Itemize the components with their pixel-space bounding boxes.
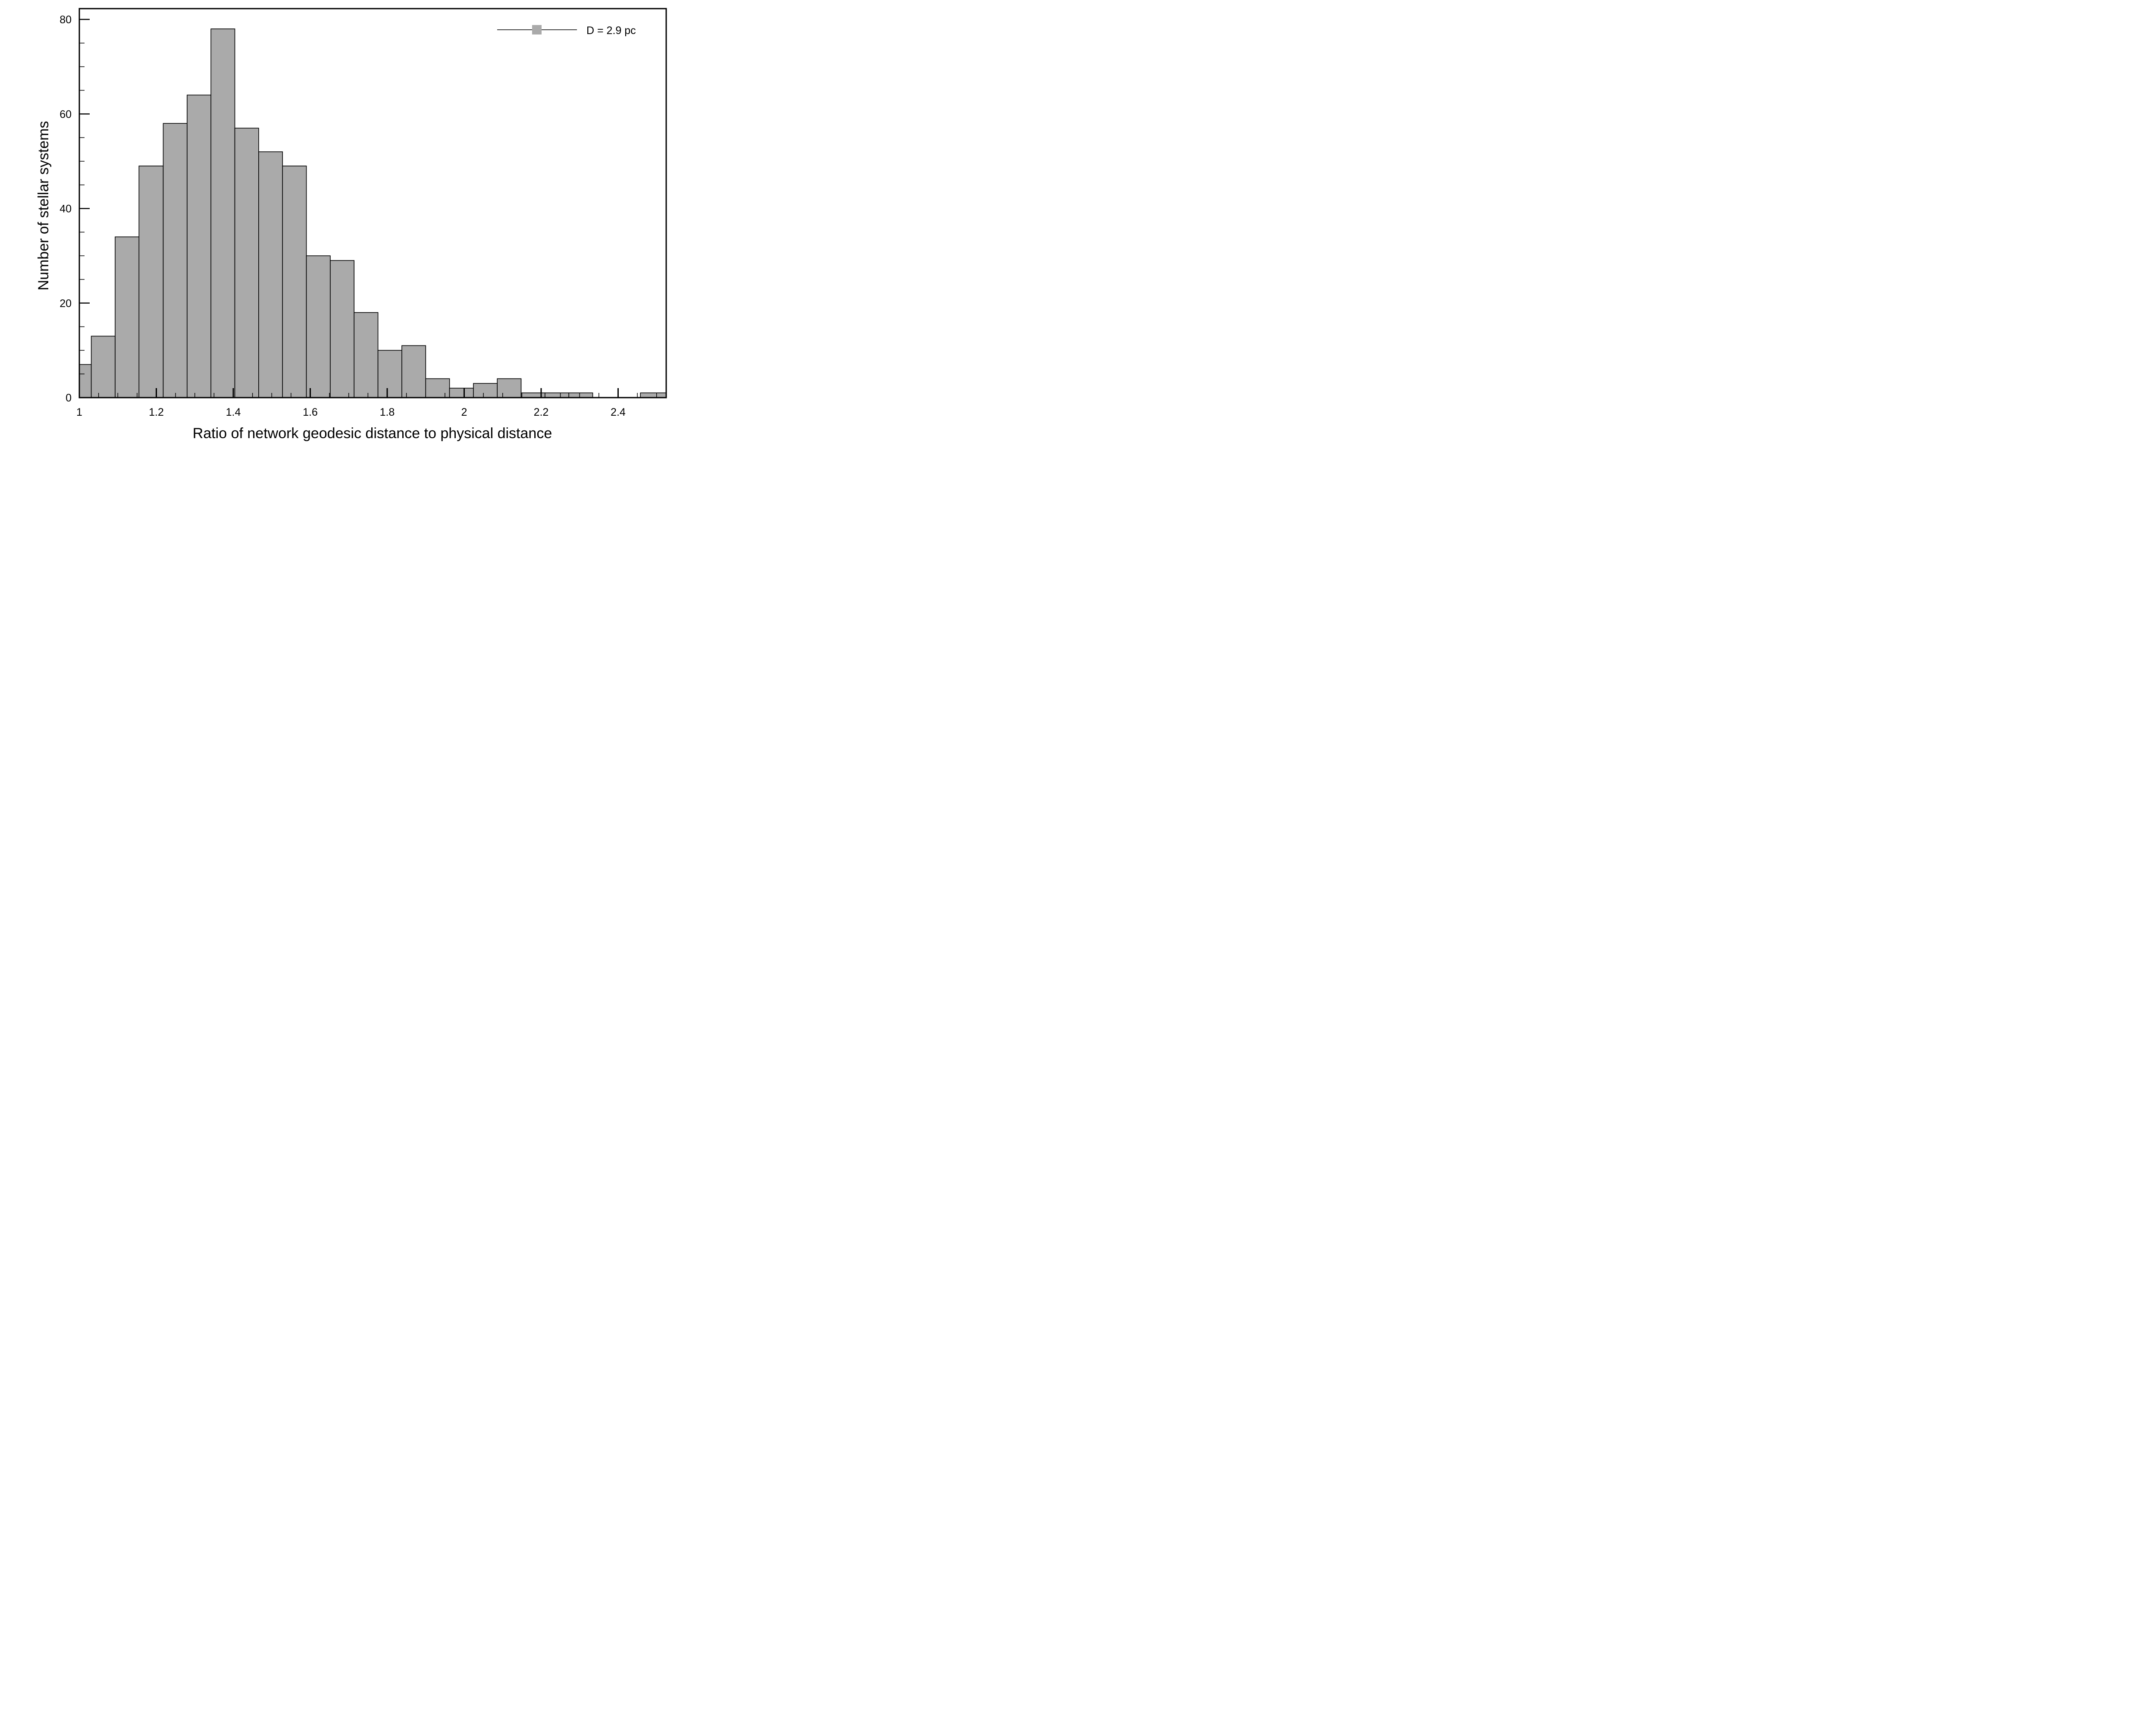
tick-labels-layer: 1 1.2 1.4 1.6 1.8 2 2.2 2.4 0 20 40 60 80 <box>60 14 626 418</box>
y-axis-title: Number of stellar systems <box>35 121 52 291</box>
histogram-bar <box>306 255 331 398</box>
histogram-bar <box>210 28 235 398</box>
histogram-bar <box>234 128 259 398</box>
histogram-bar <box>568 392 593 398</box>
histogram-bar <box>377 350 402 398</box>
legend: D = 2.9 pc <box>497 25 636 37</box>
histogram-bar <box>282 166 307 398</box>
ticks-layer <box>78 19 657 398</box>
histogram-bar <box>497 378 522 398</box>
histogram-bar <box>138 166 164 398</box>
x-tick-label: 1.2 <box>149 406 164 418</box>
bars-layer <box>79 28 667 398</box>
x-tick-label: 1.8 <box>380 406 395 418</box>
x-tick-label: 1 <box>76 406 82 418</box>
histogram-bar <box>545 392 570 398</box>
plot-frame <box>78 8 667 398</box>
histogram-bar <box>401 345 426 398</box>
y-tick-label: 0 <box>66 392 72 404</box>
y-tick-label: 60 <box>60 108 72 120</box>
histogram-bar <box>187 94 212 398</box>
x-tick-label: 1.6 <box>303 406 318 418</box>
histogram-chart: 1 1.2 1.4 1.6 1.8 2 2.2 2.4 0 20 40 60 80 Ratio of n… <box>0 0 673 475</box>
y-tick-label: 20 <box>60 298 72 310</box>
y-tick-label: 40 <box>60 203 72 215</box>
histogram-bar <box>425 378 450 398</box>
x-tick-label: 2.2 <box>534 406 549 418</box>
histogram-bar <box>163 123 188 398</box>
y-tick-label: 80 <box>60 14 72 26</box>
chart-svg: 1 1.2 1.4 1.6 1.8 2 2.2 2.4 0 20 40 60 80 Ratio of n… <box>35 8 667 442</box>
histogram-bar <box>115 236 140 398</box>
histogram-bar <box>258 151 283 398</box>
histogram-bar <box>640 392 667 398</box>
histogram-bar <box>473 383 498 398</box>
histogram-bar <box>449 388 474 398</box>
histogram-bar <box>91 336 116 398</box>
legend-square-marker <box>532 25 542 34</box>
x-axis-title: Ratio of network geodesic distance to ph… <box>193 425 552 442</box>
histogram-bar <box>79 364 92 398</box>
legend-label: D = 2.9 pc <box>586 25 636 37</box>
histogram-bar <box>330 260 355 398</box>
x-tick-label: 2 <box>461 406 467 418</box>
x-tick-label: 2.4 <box>611 406 626 418</box>
histogram-bar <box>354 312 379 398</box>
x-tick-label: 1.4 <box>226 406 241 418</box>
